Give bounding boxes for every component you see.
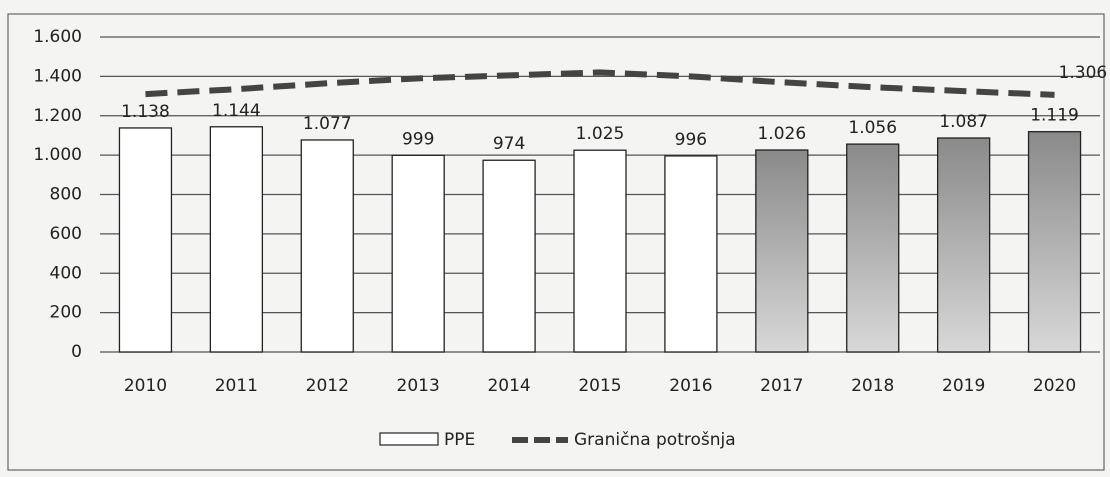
data-label: 1.144	[212, 101, 261, 121]
legend-swatch	[379, 432, 439, 446]
bar	[482, 159, 536, 353]
data-label: 1.119	[1030, 106, 1079, 126]
y-tick-label: 0	[71, 342, 82, 362]
data-label: 1.138	[121, 102, 170, 122]
y-tick-label: 1.600	[33, 27, 82, 47]
y-tick-label: 1.400	[33, 66, 82, 86]
bar	[1027, 131, 1082, 353]
data-label: 1.026	[757, 124, 806, 144]
data-label: 1.306	[1059, 63, 1108, 83]
x-tick-label: 2017	[760, 376, 803, 396]
x-tick-label: 2016	[669, 376, 712, 396]
x-tick-label: 2019	[942, 376, 985, 396]
legend-label: PPE	[444, 430, 475, 450]
data-label: 974	[493, 134, 525, 154]
legend-label: Granična potrošnja	[574, 430, 736, 450]
x-tick-label: 2011	[215, 376, 258, 396]
bar	[846, 143, 900, 353]
y-tick-label: 600	[50, 224, 82, 244]
bar	[300, 139, 354, 353]
y-tick-label: 800	[50, 185, 82, 205]
x-tick-label: 2018	[851, 376, 894, 396]
x-tick-label: 2020	[1033, 376, 1076, 396]
chart-frame	[7, 13, 1105, 471]
x-tick-label: 2010	[124, 376, 167, 396]
bar	[209, 126, 264, 353]
y-tick-label: 400	[50, 263, 82, 283]
bar	[664, 155, 718, 353]
x-tick-label: 2014	[487, 376, 530, 396]
data-label: 996	[675, 130, 707, 150]
y-tick-label: 1.000	[33, 145, 82, 165]
data-label: 1.087	[939, 112, 988, 132]
data-label: 1.056	[848, 118, 897, 138]
bar	[118, 127, 173, 353]
bar	[391, 154, 445, 353]
bar	[573, 149, 627, 353]
y-tick-label: 200	[50, 303, 82, 323]
y-tick-label: 1.200	[33, 106, 82, 126]
bar	[755, 149, 809, 353]
x-tick-label: 2012	[306, 376, 349, 396]
bar	[936, 137, 991, 353]
data-label: 999	[402, 129, 434, 149]
line	[145, 69, 1055, 98]
x-tick-label: 2015	[578, 376, 621, 396]
x-tick-label: 2013	[397, 376, 440, 396]
data-label: 1.077	[303, 114, 352, 134]
data-label: 1.025	[576, 124, 625, 144]
